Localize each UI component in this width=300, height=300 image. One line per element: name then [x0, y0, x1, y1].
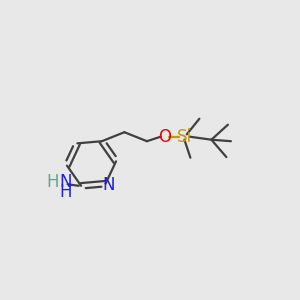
Text: N: N	[102, 176, 115, 194]
Text: H: H	[59, 183, 71, 201]
Text: H: H	[46, 173, 59, 191]
Text: O: O	[158, 128, 171, 146]
Text: Si: Si	[177, 128, 192, 146]
Text: N: N	[59, 173, 71, 191]
